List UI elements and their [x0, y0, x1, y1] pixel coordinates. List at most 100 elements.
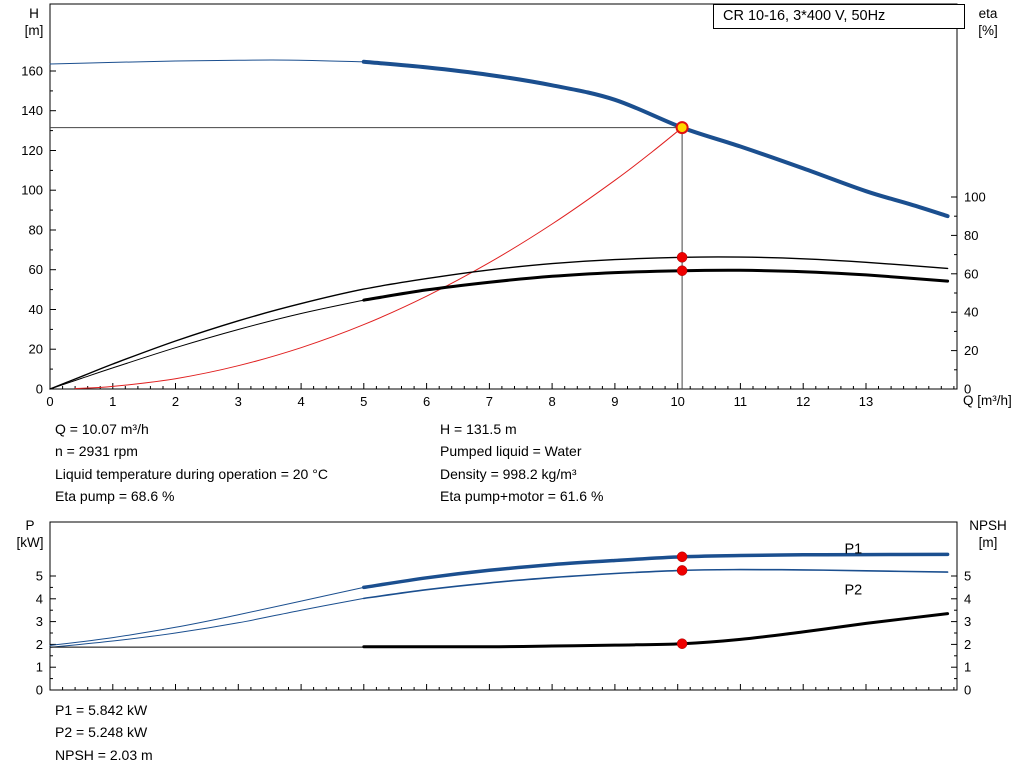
- tick-labels: 0 1 2 3 4 5 6 7 8 9 10 11 12 130204060801001201401600…: [21, 64, 985, 410]
- result-line-p1: P1 = 5.842 kW: [55, 702, 148, 718]
- svg-text:0: 0: [36, 382, 43, 397]
- svg-text:140: 140: [21, 103, 43, 118]
- p1-lead: [49, 586, 365, 646]
- svg-text:80: 80: [29, 223, 43, 238]
- info-line-q: Q = 10.07 m³/h: [55, 421, 149, 437]
- svg-text:3: 3: [235, 394, 242, 409]
- npsh-axis-title: NPSH [m]: [958, 517, 1018, 551]
- axis-unit: [kW]: [16, 535, 44, 550]
- axis-name: NPSH: [969, 518, 1007, 533]
- svg-text:40: 40: [964, 305, 978, 320]
- svg-text:0: 0: [36, 683, 43, 698]
- curve-label-p2: P2: [845, 583, 863, 599]
- duty-crosshair: [50, 127, 683, 389]
- axis-name: H: [29, 6, 39, 21]
- p2-lead: [49, 597, 365, 648]
- svg-text:160: 160: [21, 64, 43, 79]
- info-line-temperature: Liquid temperature during operation = 20…: [55, 465, 328, 482]
- plot-frame: [49, 3, 958, 390]
- axis-ticks: [49, 575, 957, 691]
- pump-curve: [361, 59, 950, 219]
- axis-name: eta: [978, 6, 998, 21]
- info-panel-left: Q = 10.07 m³/h n = 2931 rpm Liquid tempe…: [55, 418, 328, 507]
- svg-text:13: 13: [859, 394, 873, 409]
- results-panel: P1 = 5.842 kW P2 = 5.248 kW NPSH = 2.03 …: [55, 699, 153, 766]
- axis-ticks: [49, 70, 957, 390]
- info-line-speed: n = 2931 rpm: [55, 443, 138, 460]
- eta-pump-point: [676, 252, 688, 263]
- duty-point: [675, 121, 689, 135]
- info-panel-right: H = 131.5 m Pumped liquid = Water Densit…: [440, 418, 603, 507]
- svg-text:60: 60: [964, 266, 978, 281]
- eta-pump-curve: [49, 256, 949, 390]
- svg-text:1: 1: [109, 394, 116, 409]
- svg-text:2: 2: [172, 394, 179, 409]
- svg-text:6: 6: [423, 394, 430, 409]
- eta-total-curve: [362, 268, 950, 302]
- svg-text:2: 2: [36, 637, 43, 652]
- svg-text:5: 5: [36, 569, 43, 584]
- svg-text:5: 5: [360, 394, 367, 409]
- axis-unit: [m]: [978, 535, 998, 550]
- result-line-npsh: NPSH = 2.03 m: [55, 746, 153, 763]
- info-line-density: Density = 998.2 kg/m³: [440, 465, 577, 482]
- svg-text:0: 0: [46, 394, 53, 409]
- eta-axis-title: eta [%]: [964, 5, 1012, 39]
- info-line-head: H = 131.5 m: [440, 421, 517, 437]
- chart-title: CR 10-16, 3*400 V, 50Hz: [723, 8, 886, 24]
- svg-text:5: 5: [964, 569, 971, 584]
- q-axis-title: Q [m³/h]: [963, 393, 1012, 408]
- svg-text:4: 4: [36, 591, 43, 606]
- svg-text:7: 7: [486, 394, 493, 409]
- svg-text:1: 1: [36, 660, 43, 675]
- svg-text:100: 100: [964, 190, 986, 205]
- pump-curve-lead: [49, 59, 365, 65]
- p-axis-title: P [kW]: [8, 517, 52, 551]
- head-chart: 0 1 2 3 4 5 6 7 8 9 10 11 12 130204060801001201401600…: [21, 3, 986, 410]
- result-line-p2: P2 = 5.248 kW: [55, 724, 148, 741]
- svg-text:8: 8: [548, 394, 555, 409]
- plot-frame: [49, 521, 958, 691]
- svg-text:2: 2: [964, 637, 971, 652]
- svg-text:60: 60: [29, 262, 43, 277]
- power-chart: 0 1 2 3 4 5 0 1 2 3 4 5 P1 P2: [36, 521, 971, 698]
- chart-title-box: CR 10-16, 3*400 V, 50Hz: [713, 4, 965, 29]
- npsh-curve: [362, 612, 950, 649]
- svg-text:0: 0: [964, 382, 971, 397]
- axis-unit: [m]: [24, 23, 44, 38]
- info-line-eta-pump: Eta pump = 68.6 %: [55, 487, 175, 504]
- svg-text:0: 0: [964, 683, 971, 698]
- svg-text:9: 9: [611, 394, 618, 409]
- p2-curve: [363, 568, 949, 600]
- curve-label-p1: P1: [845, 542, 863, 558]
- tick-labels: 0 1 2 3 4 5 0 1 2 3 4 5: [36, 569, 971, 698]
- svg-text:3: 3: [964, 614, 971, 629]
- axis-unit: [%]: [978, 23, 998, 38]
- info-line-liquid: Pumped liquid = Water: [440, 443, 582, 460]
- eta-total-lead: [49, 299, 365, 390]
- p1-point: [676, 551, 688, 563]
- p2-point: [676, 565, 688, 576]
- eta-total-point: [676, 265, 688, 276]
- svg-text:40: 40: [29, 302, 43, 317]
- h-axis-title: H [m]: [16, 5, 52, 39]
- npsh-point: [676, 638, 688, 649]
- svg-text:100: 100: [21, 183, 43, 198]
- p1-curve: [362, 552, 950, 590]
- svg-text:10: 10: [670, 394, 684, 409]
- system-curve: [74, 127, 683, 390]
- svg-text:80: 80: [964, 228, 978, 243]
- svg-text:4: 4: [297, 394, 304, 409]
- svg-text:20: 20: [964, 343, 978, 358]
- svg-text:3: 3: [36, 614, 43, 629]
- svg-text:1: 1: [964, 660, 971, 675]
- axis-name: P: [25, 518, 35, 533]
- svg-text:11: 11: [734, 394, 748, 409]
- svg-text:12: 12: [796, 394, 810, 409]
- svg-text:120: 120: [21, 143, 43, 158]
- info-line-eta-total: Eta pump+motor = 61.6 %: [440, 487, 604, 504]
- svg-text:20: 20: [29, 342, 43, 357]
- svg-text:4: 4: [964, 591, 971, 606]
